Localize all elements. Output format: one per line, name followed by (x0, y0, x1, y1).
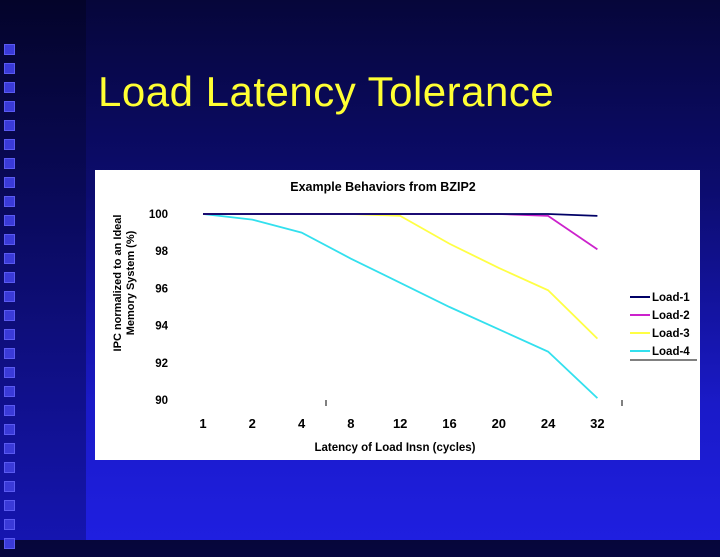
x-tick-label: 20 (492, 416, 506, 431)
legend-label: Load-3 (652, 328, 690, 340)
slide-title: Load Latency Tolerance (98, 68, 555, 115)
decorative-square (4, 386, 15, 397)
x-tick-label: 32 (590, 416, 604, 431)
x-tick-label: 12 (393, 416, 407, 431)
x-tick-label: 1 (199, 416, 206, 431)
decorative-square (4, 367, 15, 378)
y-tick-label: 92 (155, 358, 168, 370)
decorative-square (4, 120, 15, 131)
line-chart: Example Behaviors from BZIP2 IPC normali… (112, 180, 697, 454)
decorative-square (4, 500, 15, 511)
decorative-square (4, 424, 15, 435)
decorative-square (4, 196, 15, 207)
decorative-square (4, 462, 15, 473)
decorative-square (4, 158, 15, 169)
y-tick-label: 96 (155, 283, 168, 295)
legend-label: Load-1 (652, 292, 690, 304)
x-tick-label: 16 (442, 416, 456, 431)
decorative-square (4, 44, 15, 55)
decorative-square (4, 272, 15, 283)
decorative-square (4, 177, 15, 188)
chart-panel: Example Behaviors from BZIP2 IPC normali… (95, 170, 700, 460)
legend-label: Load-4 (652, 346, 690, 358)
y-tick-label: 90 (155, 395, 168, 407)
decorative-square (4, 310, 15, 321)
y-axis-label-line-1: IPC normalized to an Ideal (112, 215, 124, 352)
x-tick-label: 24 (541, 416, 556, 431)
y-tick-label: 100 (149, 209, 168, 221)
y-axis-label: IPC normalized to an Ideal Memory System… (112, 215, 137, 352)
decorative-square (4, 63, 15, 74)
decorative-square (4, 253, 15, 264)
decorative-square (4, 405, 15, 416)
series-line-load-2 (203, 213, 598, 251)
decorative-square (4, 82, 15, 93)
series-line-load-3 (203, 213, 599, 340)
y-tick-label: 94 (155, 321, 168, 333)
chart-title: Example Behaviors from BZIP2 (290, 180, 476, 194)
slide-left-band (0, 0, 86, 549)
decorative-square (4, 519, 15, 530)
decorative-square (4, 215, 15, 226)
x-axis-label: Latency of Load Insn (cycles) (314, 442, 475, 454)
decorative-square (4, 329, 15, 340)
bullet-squares-decoration (4, 44, 24, 557)
series-line-load-4 (202, 213, 599, 399)
x-tick-label: 8 (347, 416, 354, 431)
y-axis-label-line-2: Memory System (%) (125, 230, 137, 335)
decorative-square (4, 481, 15, 492)
decorative-square (4, 443, 15, 454)
y-tick-label: 98 (155, 246, 168, 258)
decorative-square (4, 348, 15, 359)
x-tick-label: 4 (298, 416, 306, 431)
decorative-square (4, 139, 15, 150)
legend-label: Load-2 (652, 310, 690, 322)
x-tick-label: 2 (249, 416, 256, 431)
decorative-square (4, 101, 15, 112)
decorative-square (4, 234, 15, 245)
decorative-square (4, 291, 15, 302)
series-line-load-1 (203, 213, 598, 217)
